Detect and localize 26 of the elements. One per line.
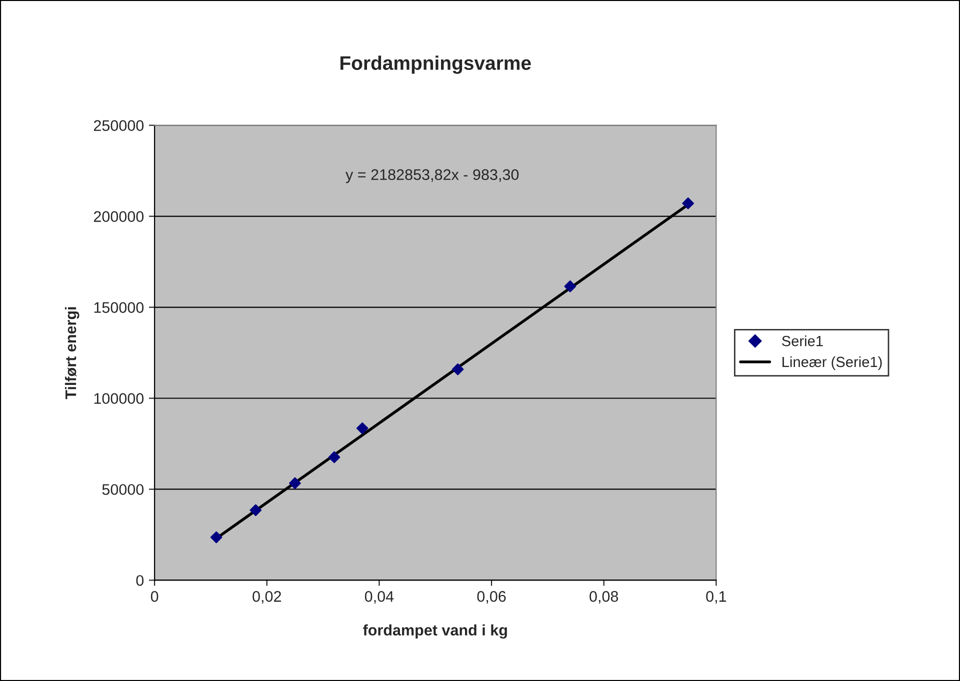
x-tick-label: 0,04 — [364, 591, 394, 604]
point — [356, 422, 368, 434]
legend-label: Serie1 — [782, 336, 823, 346]
x-tick-label: 0,08 — [590, 591, 618, 604]
x-axis-title: fordampet vand i kg — [363, 624, 507, 639]
point — [564, 280, 576, 292]
y-axis-title: Tilført energi — [64, 307, 80, 400]
y-tick-label: 100000 — [94, 393, 144, 404]
x-tick-label: 0,06 — [477, 591, 506, 604]
y-tick-label: 200000 — [94, 211, 144, 222]
point — [250, 504, 262, 516]
point — [289, 477, 301, 490]
point — [328, 451, 340, 464]
annotation: y = 2182853,82x - 983,30 — [346, 169, 519, 184]
y-tick-label: 150000 — [94, 302, 144, 313]
point — [210, 531, 222, 544]
y-tick-label: 250000 — [94, 120, 144, 131]
chart-title: Fordampningsvarme — [340, 56, 531, 74]
x-tick-label: 0,02 — [252, 591, 281, 604]
x-tick-label: 0,1 — [706, 591, 726, 604]
y-tick-label: 50000 — [102, 484, 144, 495]
x-tick-label: 0 — [150, 591, 158, 602]
y-tick-label: 0 — [136, 575, 144, 586]
point — [682, 197, 694, 210]
legend-label: Lineær (Serie1) — [782, 356, 882, 370]
point — [452, 363, 464, 376]
